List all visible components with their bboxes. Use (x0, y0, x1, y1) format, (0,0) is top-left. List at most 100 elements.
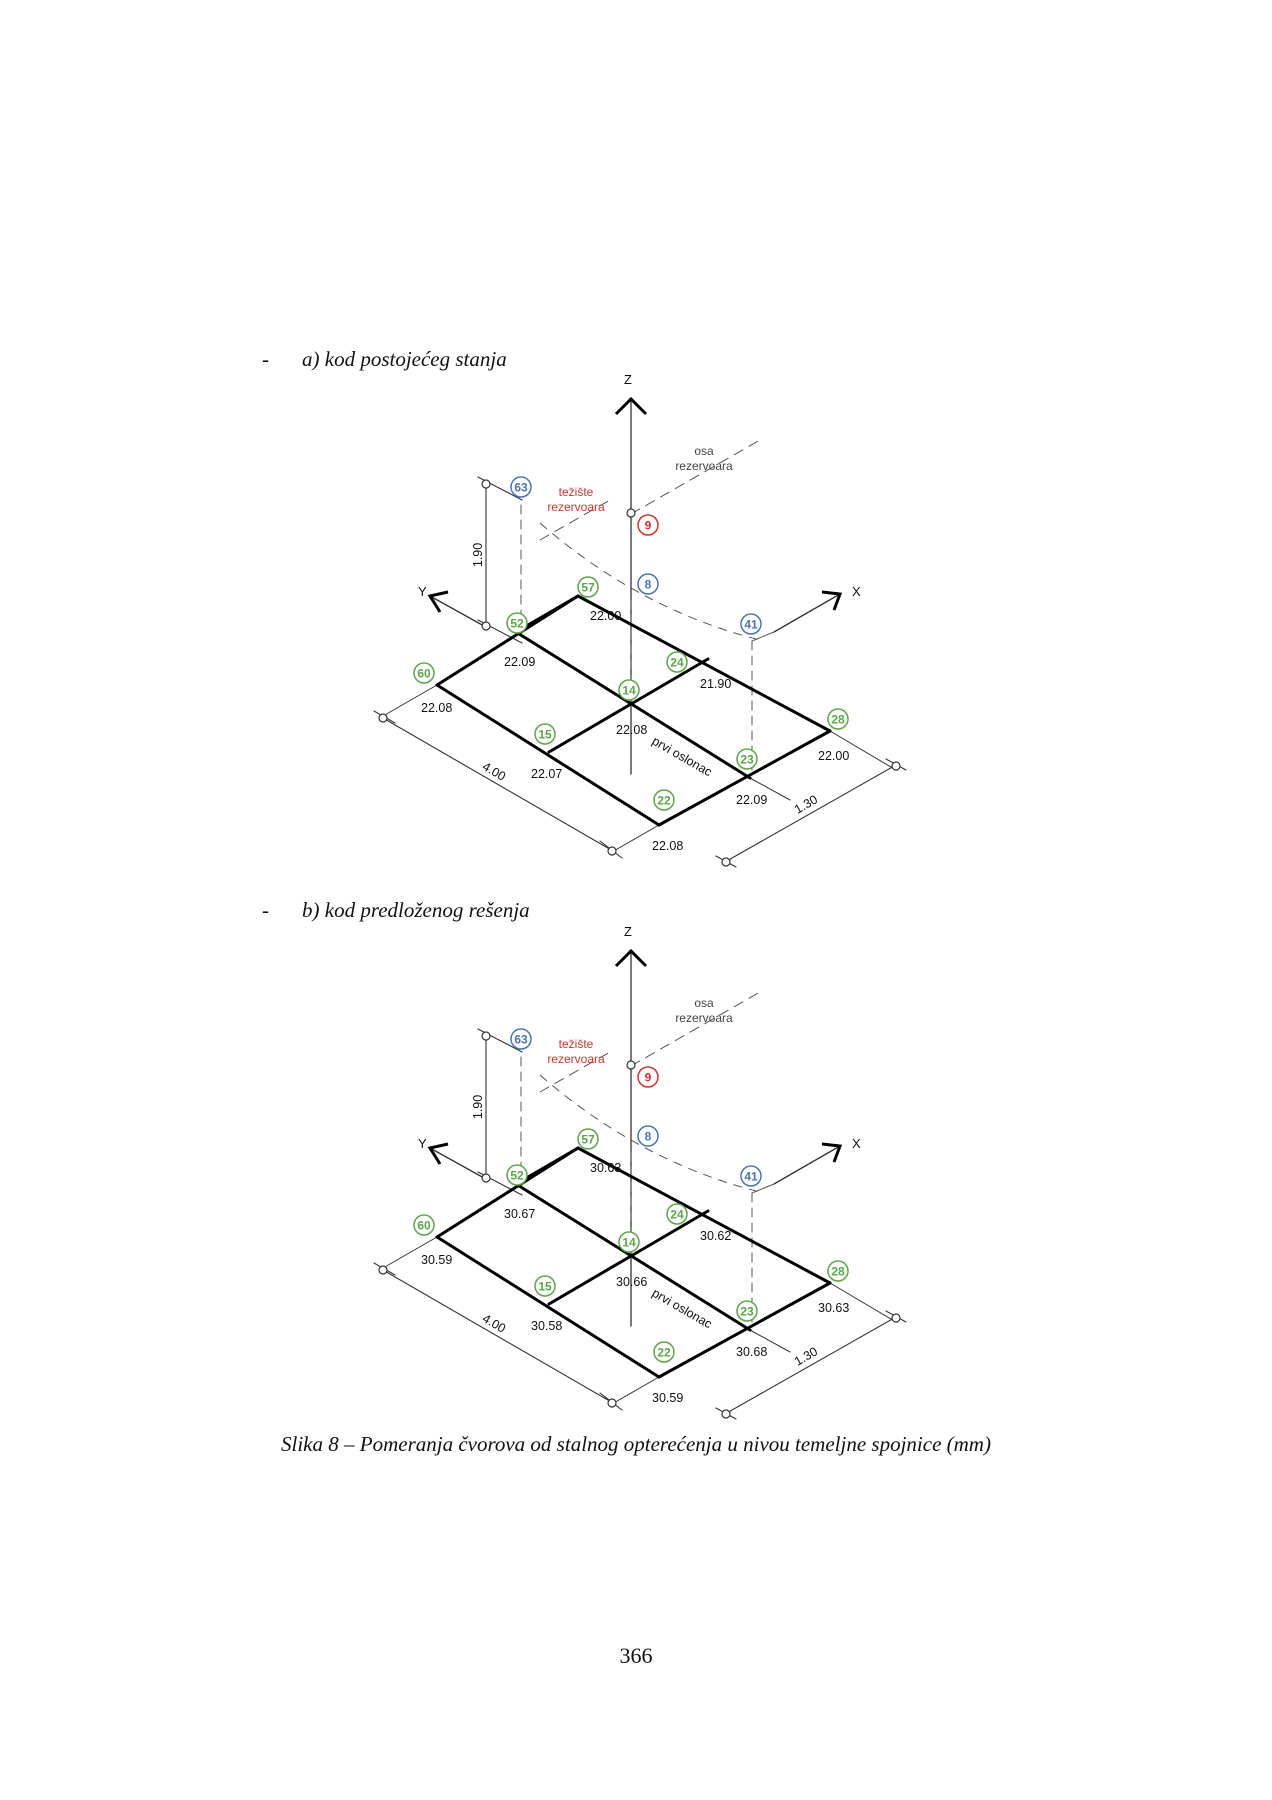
frame-beam (547, 657, 710, 754)
displacement-value-23: 22.09 (736, 793, 767, 807)
node-number-14: 14 (622, 684, 636, 698)
node-number-28: 28 (831, 1265, 845, 1279)
length-dim-ext (382, 1236, 438, 1269)
node-number-23: 23 (740, 1305, 754, 1319)
node-number-24: 24 (670, 1208, 684, 1222)
x-axis-line (773, 1145, 841, 1185)
tank-axis-line (630, 991, 761, 1067)
dim-node (481, 1031, 491, 1041)
node-number-8: 8 (645, 1130, 652, 1144)
node-number-22: 22 (657, 794, 671, 808)
z-axis-label: Z (624, 372, 632, 387)
dim-node (721, 1409, 731, 1419)
dim-node (721, 857, 731, 867)
node-marker-9 (637, 1066, 659, 1088)
length-dim-ext (382, 684, 438, 717)
width-dim-ext (829, 1282, 897, 1323)
y-axis-arrow (427, 1142, 449, 1165)
displacement-value-22: 30.59 (652, 1391, 683, 1405)
node-marker-22 (653, 789, 675, 811)
node-marker-24 (666, 1203, 688, 1225)
tank-center-label-2: rezervoara (547, 500, 605, 514)
length-dim-ext (611, 824, 660, 853)
node-marker-23 (736, 1300, 758, 1322)
dim-node (607, 1398, 617, 1408)
displacement-value-52: 22.09 (504, 655, 535, 669)
page-number: 366 (619, 1643, 653, 1668)
dim-node (481, 479, 491, 489)
tank-axis-label-2: rezervoara (675, 1011, 733, 1025)
node-number-15: 15 (538, 1280, 552, 1294)
heading-text: b) kod predloženog rešenja (302, 898, 530, 922)
z-axis-label: Z (624, 924, 632, 939)
z-axis-arrow (614, 396, 648, 416)
width-dim-text: 1.30 (792, 792, 820, 816)
node-marker-8 (637, 1125, 659, 1147)
length-dim-line (382, 1269, 614, 1404)
node-number-14: 14 (622, 1236, 636, 1250)
center-line (539, 1051, 611, 1093)
tank-center-label-1: težište (559, 485, 594, 499)
node-marker-23 (736, 748, 758, 770)
dim-node (891, 1313, 901, 1323)
node-marker-8 (637, 573, 659, 595)
node-number-8: 8 (645, 578, 652, 592)
node-marker-52 (506, 1164, 528, 1186)
width-dim-line (724, 764, 897, 863)
y-axis-label: Y (418, 584, 427, 599)
length-dim-ext (611, 1376, 660, 1405)
dim-node (481, 621, 491, 631)
dim-node (378, 713, 388, 723)
length-dim-text: 4.00 (480, 759, 508, 783)
node-marker-15 (534, 723, 556, 745)
displacement-value-23: 30.68 (736, 1345, 767, 1359)
node-number-60: 60 (417, 1219, 431, 1233)
x-axis-arrow (821, 590, 843, 611)
width-dim-ext (749, 1329, 791, 1353)
displacement-value-60: 22.08 (421, 701, 452, 715)
support-label: prvi oslonac (650, 1286, 715, 1331)
node-number-22: 22 (657, 1346, 671, 1360)
displacement-value-14: 30.66 (616, 1275, 647, 1289)
x-axis-line (773, 593, 841, 633)
tank-axis-label-1: osa (694, 444, 714, 458)
node-number-41: 41 (744, 618, 758, 632)
tank-axis-line (630, 439, 761, 515)
y-axis-line (429, 595, 485, 627)
y-axis-label: Y (418, 1136, 427, 1151)
tank-node (626, 508, 636, 518)
node-number-24: 24 (670, 656, 684, 670)
node-marker-57 (577, 576, 599, 598)
dim-node (481, 1173, 491, 1183)
node-marker-63 (510, 1028, 532, 1050)
frame-beam (657, 1281, 832, 1379)
displacement-value-24: 21.90 (700, 677, 731, 691)
figure-caption: Slika 8 – Pomeranja čvorova od stalnog o… (281, 1432, 991, 1456)
displacement-value-14: 22.08 (616, 723, 647, 737)
node-marker-41 (740, 1165, 762, 1187)
frame-beam (547, 1209, 710, 1306)
frame-beam (657, 729, 832, 827)
frame-beam (576, 594, 832, 733)
node-marker-52 (506, 612, 528, 634)
displacement-value-15: 22.07 (531, 767, 562, 781)
node-marker-22 (653, 1341, 675, 1363)
node-number-52: 52 (510, 1169, 524, 1183)
tank-center-label-2: rezervoara (547, 1052, 605, 1066)
node-marker-60 (413, 662, 435, 684)
frame-beam (576, 1146, 832, 1285)
diagram-b: ZY Xosarezervoaratežišterezervoara1.904.0… (373, 924, 907, 1420)
support-label: prvi oslonac (650, 734, 715, 779)
node-marker-9 (637, 514, 659, 536)
node-number-60: 60 (417, 667, 431, 681)
frame-beam (514, 630, 752, 780)
width-dim-ext (829, 730, 897, 771)
node-number-52: 52 (510, 617, 524, 631)
displacement-value-60: 30.59 (421, 1253, 452, 1267)
node-number-63: 63 (514, 1033, 528, 1047)
heading-text: a) kod postojećeg stanja (302, 347, 507, 371)
node-number-41: 41 (744, 1170, 758, 1184)
x-axis-label: X (852, 584, 861, 599)
